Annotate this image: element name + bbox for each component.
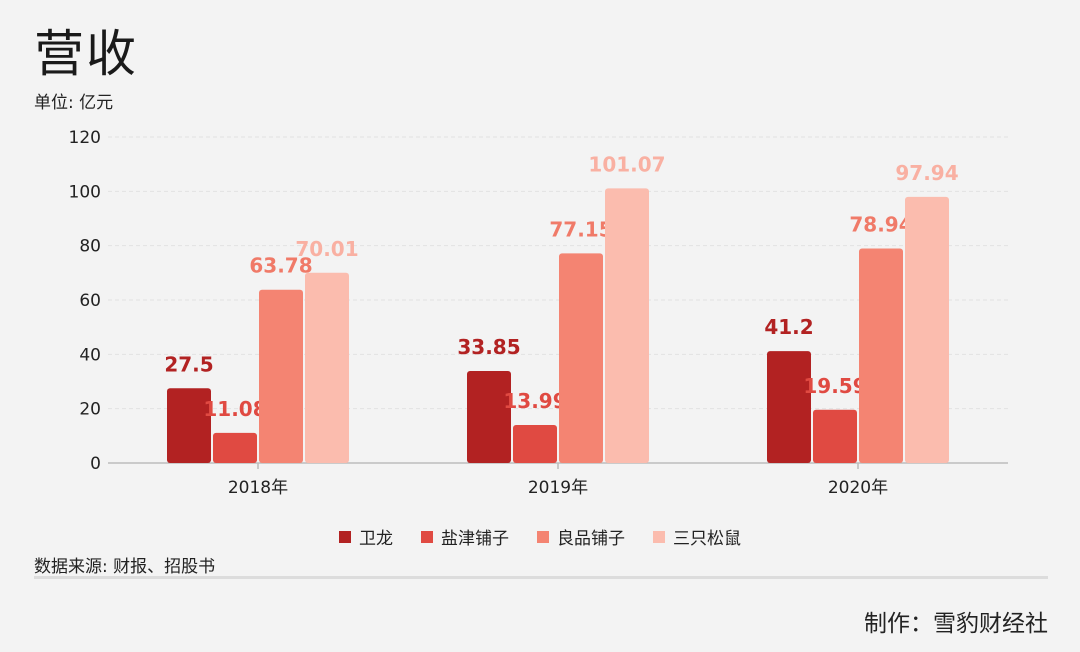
data-label: 27.5 bbox=[164, 352, 213, 376]
data-label: 97.94 bbox=[895, 161, 958, 185]
legend-swatch bbox=[537, 530, 549, 543]
bar bbox=[305, 272, 349, 463]
legend-swatch bbox=[339, 530, 351, 543]
y-tick-label: 120 bbox=[69, 128, 101, 148]
bar bbox=[259, 289, 303, 463]
credit: 制作：雪豹财经社 bbox=[864, 611, 1048, 637]
y-tick-label: 80 bbox=[79, 237, 101, 257]
bar bbox=[513, 424, 557, 463]
bar bbox=[605, 188, 649, 463]
x-tick-label: 2019年 bbox=[528, 478, 588, 498]
unit-label: 单位: 亿元 bbox=[34, 93, 114, 113]
bar bbox=[559, 253, 603, 463]
data-label: 70.01 bbox=[295, 237, 358, 261]
bar bbox=[905, 196, 949, 463]
y-tick-label: 100 bbox=[69, 182, 101, 202]
legend-swatch bbox=[653, 530, 665, 543]
data-label: 13.99 bbox=[503, 389, 566, 413]
legend: 卫龙 盐津铺子 良品铺子 三只松鼠 bbox=[0, 524, 1080, 549]
data-label: 77.15 bbox=[549, 217, 612, 241]
bar bbox=[859, 248, 903, 463]
y-tick-label: 0 bbox=[90, 454, 101, 474]
bar bbox=[767, 351, 811, 463]
data-label: 63.78 bbox=[249, 254, 312, 278]
y-tick-label: 40 bbox=[79, 345, 101, 365]
legend-label: 三只松鼠 bbox=[673, 529, 741, 549]
chart-title: 营收 bbox=[34, 25, 138, 83]
y-tick-label: 20 bbox=[79, 400, 101, 420]
legend-item-weilong: 卫龙 bbox=[339, 524, 393, 549]
bar bbox=[213, 432, 257, 463]
x-tick-label: 2020年 bbox=[828, 478, 888, 498]
data-label: 33.85 bbox=[457, 335, 520, 359]
divider bbox=[34, 576, 1048, 579]
legend-label: 良品铺子 bbox=[557, 529, 625, 549]
legend-label: 盐津铺子 bbox=[441, 529, 509, 549]
data-source: 数据来源: 财报、招股书 bbox=[34, 557, 216, 577]
y-tick-label: 60 bbox=[79, 291, 101, 311]
legend-item-sanzhi: 三只松鼠 bbox=[653, 524, 741, 549]
legend-label: 卫龙 bbox=[359, 529, 393, 549]
bar bbox=[167, 388, 211, 463]
bar bbox=[813, 409, 857, 463]
bar bbox=[467, 371, 511, 463]
legend-item-yanjin: 盐津铺子 bbox=[421, 524, 509, 549]
data-label: 19.59 bbox=[803, 374, 866, 398]
x-tick-label: 2018年 bbox=[228, 478, 288, 498]
legend-item-liangpin: 良品铺子 bbox=[537, 524, 625, 549]
legend-swatch bbox=[421, 530, 433, 543]
data-label: 101.07 bbox=[588, 152, 665, 176]
data-label: 41.2 bbox=[764, 315, 813, 339]
data-label: 11.08 bbox=[203, 397, 266, 421]
data-label: 78.94 bbox=[849, 213, 912, 237]
